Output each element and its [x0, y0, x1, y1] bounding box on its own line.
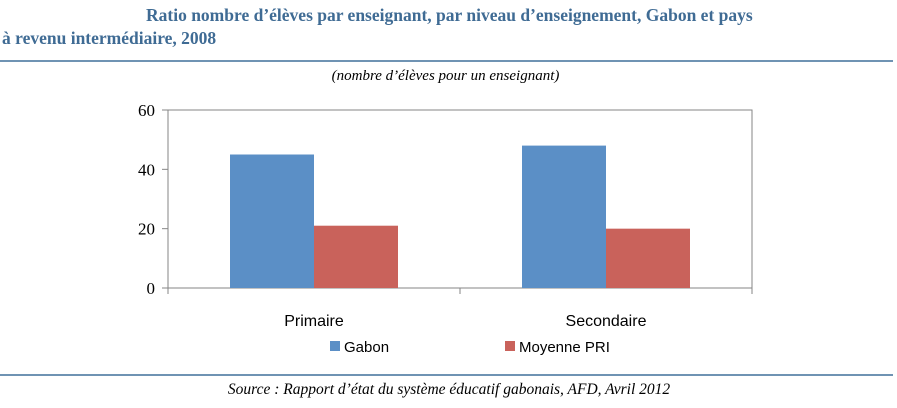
chart-legend: Gabon Moyenne PRI	[330, 339, 610, 356]
source-note: Source : Rapport d’état du système éduca…	[227, 381, 671, 398]
title-line-2: à revenu intermédiaire, 2008	[2, 28, 217, 48]
y-tick-label: 60	[138, 101, 155, 120]
title-line-1: Ratio nombre d’élèves par enseignant, pa…	[146, 5, 753, 25]
top-divider	[0, 60, 893, 62]
chart-labels: 0 20 40 60 Primaire Secondaire	[138, 101, 647, 330]
y-tick-label: 0	[147, 279, 156, 298]
y-tick-label: 40	[138, 160, 155, 179]
bottom-divider	[0, 374, 893, 376]
page-title: Ratio nombre d’élèves par enseignant, pa…	[0, 4, 893, 50]
legend-label: Moyenne PRI	[519, 339, 610, 356]
y-tick-label: 20	[138, 220, 155, 239]
bar-gabon-primaire	[230, 154, 314, 288]
x-tick-label: Primaire	[284, 313, 344, 330]
legend-label: Gabon	[344, 339, 389, 356]
chart-subtitle: (nombre d’élèves pour un enseignant)	[331, 68, 560, 84]
bar-moyenne-pri-secondaire	[606, 228, 690, 288]
legend-swatch	[330, 341, 340, 351]
x-tick-label: Secondaire	[566, 313, 647, 330]
bar-moyenne-pri-primaire	[314, 225, 398, 288]
chart-bars	[230, 145, 690, 288]
legend-swatch	[505, 341, 515, 351]
bar-gabon-secondaire	[522, 145, 606, 288]
chart-axes	[162, 109, 753, 294]
